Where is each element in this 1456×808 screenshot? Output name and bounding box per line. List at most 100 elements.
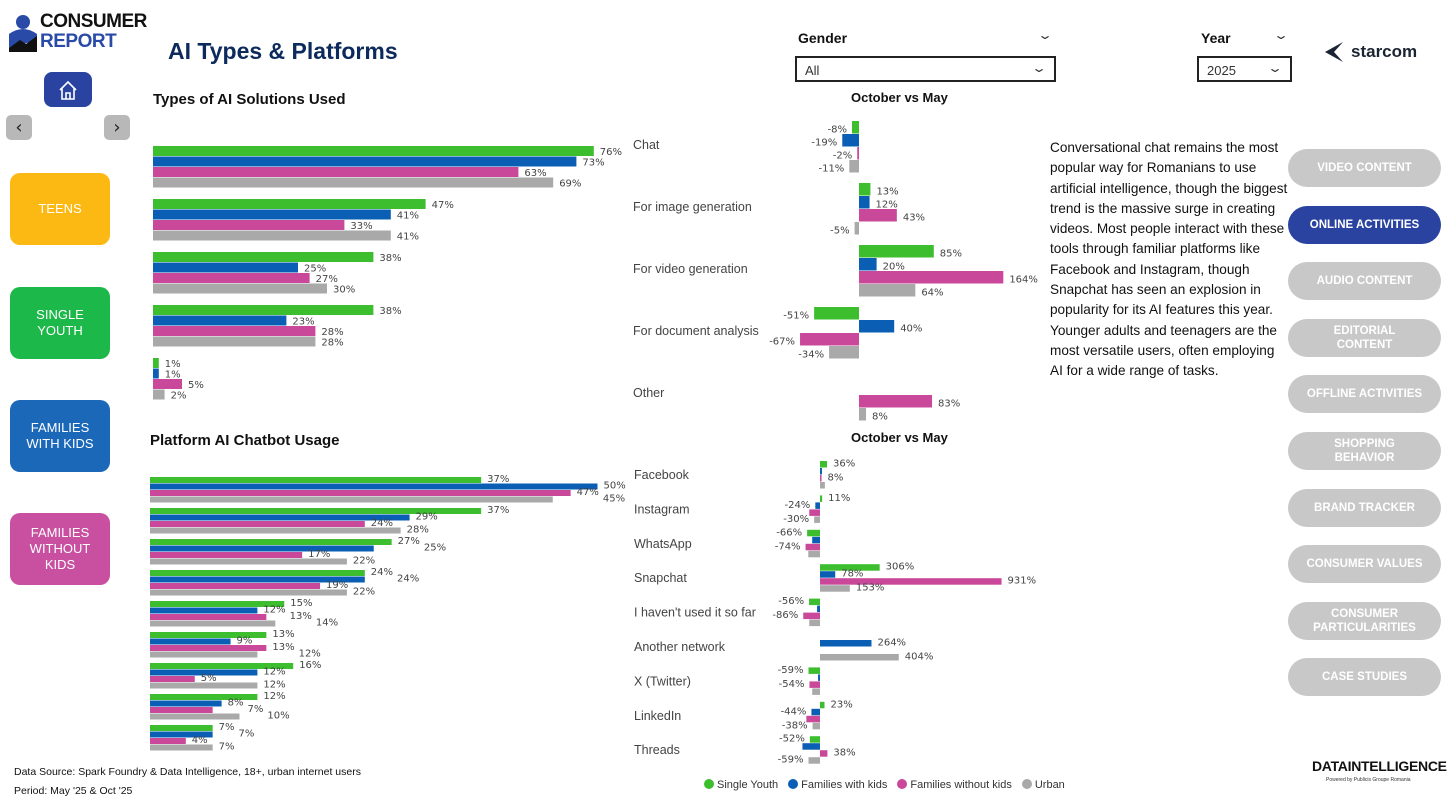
- bar-single-youth[interactable]: [809, 736, 820, 743]
- chevron-down-icon[interactable]: ⌄: [1036, 28, 1054, 42]
- bar-single-youth[interactable]: [153, 146, 594, 156]
- bar-urban[interactable]: [153, 283, 327, 294]
- bar-families-with-kids[interactable]: [153, 368, 159, 379]
- bar-urban[interactable]: [854, 222, 859, 235]
- bar-families-without-kids[interactable]: [153, 379, 182, 389]
- nav-button-brand-tracker[interactable]: BRAND TRACKER: [1288, 488, 1441, 527]
- bar-families-with-kids[interactable]: [820, 468, 822, 475]
- next-page-button[interactable]: ›: [104, 115, 130, 140]
- bar-families-without-kids[interactable]: [806, 715, 820, 723]
- bar-families-with-kids[interactable]: [153, 156, 577, 167]
- bar-families-with-kids[interactable]: [820, 640, 872, 647]
- bar-urban[interactable]: [820, 654, 899, 661]
- bar-single-youth[interactable]: [150, 725, 213, 731]
- bar-urban[interactable]: [859, 284, 916, 297]
- bar-urban[interactable]: [808, 550, 820, 558]
- nav-button-shopping-behavior[interactable]: SHOPPING BEHAVIOR: [1288, 432, 1441, 470]
- bar-urban[interactable]: [820, 585, 850, 592]
- bar-urban[interactable]: [859, 408, 867, 421]
- bar-families-without-kids[interactable]: [820, 750, 828, 757]
- bar-urban[interactable]: [153, 336, 316, 347]
- nav-button-case-studies[interactable]: CASE STUDIES: [1288, 658, 1441, 697]
- bar-families-with-kids[interactable]: [859, 258, 877, 271]
- bar-urban[interactable]: [150, 713, 240, 720]
- bar-families-with-kids[interactable]: [859, 196, 870, 209]
- previous-page-button[interactable]: ‹: [6, 115, 32, 140]
- segment-button-single-youth[interactable]: SINGLE YOUTH: [10, 287, 110, 359]
- bar-single-youth[interactable]: [153, 305, 374, 315]
- bar-families-with-kids[interactable]: [150, 638, 231, 645]
- bar-families-with-kids[interactable]: [842, 134, 859, 147]
- bar-families-without-kids[interactable]: [859, 271, 1004, 284]
- bar-families-without-kids[interactable]: [809, 681, 820, 688]
- bar-single-youth[interactable]: [150, 570, 365, 576]
- bar-families-with-kids[interactable]: [150, 514, 410, 521]
- bar-single-youth[interactable]: [820, 495, 823, 502]
- bar-families-without-kids[interactable]: [150, 738, 186, 744]
- bar-single-youth[interactable]: [150, 477, 482, 483]
- bar-single-youth[interactable]: [150, 694, 258, 700]
- bar-families-without-kids[interactable]: [803, 612, 820, 620]
- bar-urban[interactable]: [150, 589, 347, 596]
- nav-button-audio-content[interactable]: AUDIO CONTENT: [1288, 262, 1441, 301]
- nav-button-online-activities[interactable]: ONLINE ACTIVITIES: [1288, 205, 1441, 244]
- bar-families-without-kids[interactable]: [859, 395, 933, 408]
- segment-button-teens[interactable]: TEENS: [10, 173, 110, 245]
- segment-button-families-without-kids[interactable]: FAMILIES WITHOUT KIDS: [10, 513, 110, 585]
- nav-button-offline-activities[interactable]: OFFLINE ACTIVITIES: [1288, 375, 1441, 414]
- bar-families-without-kids[interactable]: [150, 490, 571, 496]
- bar-families-with-kids[interactable]: [153, 315, 287, 326]
- bar-single-youth[interactable]: [150, 632, 267, 638]
- bar-single-youth[interactable]: [814, 307, 859, 320]
- bar-families-with-kids[interactable]: [150, 607, 258, 614]
- bar-single-youth[interactable]: [859, 245, 934, 258]
- bar-families-without-kids[interactable]: [153, 220, 345, 230]
- nav-button-consumer-values[interactable]: CONSUMER VALUES: [1288, 545, 1441, 584]
- bar-families-without-kids[interactable]: [820, 578, 1002, 585]
- bar-urban[interactable]: [812, 688, 820, 695]
- bar-single-youth[interactable]: [809, 598, 820, 606]
- bar-families-with-kids[interactable]: [817, 605, 820, 613]
- nav-button-editorial-content[interactable]: EDITORIAL CONTENT: [1288, 318, 1441, 357]
- gender-dropdown[interactable]: All ⌄: [795, 56, 1056, 82]
- bar-single-youth[interactable]: [150, 601, 285, 607]
- home-button[interactable]: [44, 72, 92, 107]
- bar-families-without-kids[interactable]: [153, 167, 519, 177]
- bar-urban[interactable]: [809, 619, 820, 627]
- bar-families-with-kids[interactable]: [150, 545, 374, 552]
- bar-urban[interactable]: [150, 558, 347, 565]
- bar-single-youth[interactable]: [150, 508, 482, 514]
- year-dropdown[interactable]: 2025 ⌄: [1197, 56, 1292, 82]
- bar-families-without-kids[interactable]: [150, 707, 213, 713]
- segment-button-families-with-kids[interactable]: FAMILIES WITH KIDS: [10, 400, 110, 472]
- bar-families-with-kids[interactable]: [811, 708, 820, 716]
- bar-families-without-kids[interactable]: [150, 645, 267, 651]
- bar-single-youth[interactable]: [808, 667, 820, 674]
- bar-single-youth[interactable]: [820, 461, 828, 468]
- bar-families-without-kids[interactable]: [857, 147, 859, 160]
- bar-families-with-kids[interactable]: [818, 674, 820, 681]
- bar-urban[interactable]: [150, 620, 276, 627]
- bar-urban[interactable]: [820, 482, 825, 489]
- bar-urban[interactable]: [153, 230, 391, 241]
- bar-single-youth[interactable]: [150, 663, 294, 669]
- bar-urban[interactable]: [150, 682, 258, 689]
- bar-single-youth[interactable]: [859, 183, 871, 196]
- bar-families-with-kids[interactable]: [820, 571, 836, 578]
- bar-families-without-kids[interactable]: [859, 209, 897, 222]
- chevron-down-icon[interactable]: ⌄: [1272, 28, 1290, 42]
- bar-families-with-kids[interactable]: [150, 731, 213, 738]
- bar-urban[interactable]: [153, 177, 554, 188]
- bar-families-with-kids[interactable]: [150, 483, 598, 490]
- bar-families-with-kids[interactable]: [815, 502, 820, 509]
- bar-single-youth[interactable]: [820, 564, 880, 571]
- bar-urban[interactable]: [150, 744, 213, 751]
- bar-urban[interactable]: [150, 651, 258, 658]
- bar-single-youth[interactable]: [150, 539, 392, 545]
- nav-button-video-content[interactable]: VIDEO CONTENT: [1288, 149, 1441, 187]
- nav-button-consumer-particularities[interactable]: CONSUMER PARTICULARITIES: [1288, 601, 1441, 640]
- bar-families-without-kids[interactable]: [150, 676, 195, 682]
- bar-urban[interactable]: [150, 527, 401, 534]
- bar-urban[interactable]: [829, 346, 859, 359]
- bar-urban[interactable]: [150, 496, 553, 503]
